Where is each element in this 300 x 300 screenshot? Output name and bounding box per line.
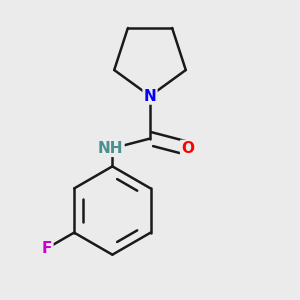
Text: NH: NH (98, 141, 124, 156)
Text: O: O (181, 141, 194, 156)
Text: N: N (144, 88, 156, 104)
Text: F: F (42, 241, 52, 256)
